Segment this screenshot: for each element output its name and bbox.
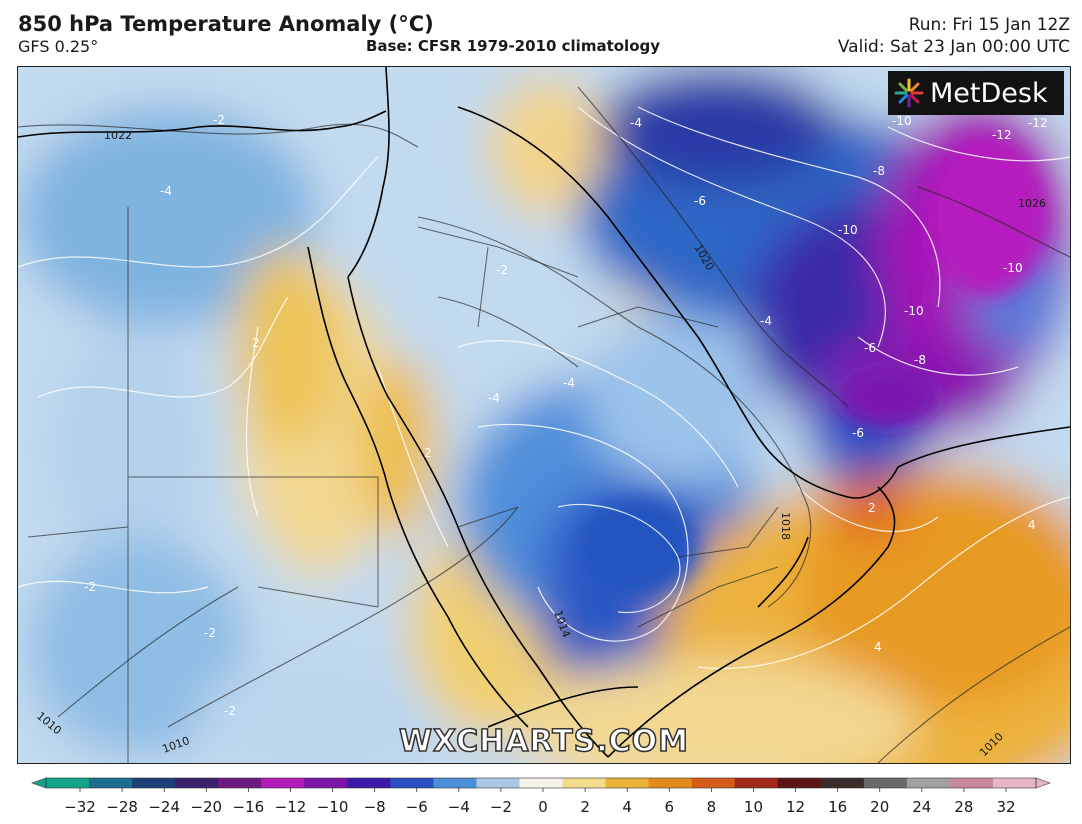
contour-label: -10 (904, 304, 924, 318)
colorbar-tick-label: 8 (707, 798, 717, 816)
colorbar-cell (347, 778, 391, 788)
colorbar-cell (89, 778, 133, 788)
colorbar-cell (390, 778, 434, 788)
contour-label: -6 (852, 426, 864, 440)
contour-label: 2 (868, 501, 876, 515)
contour-label: -12 (1028, 116, 1048, 130)
colorbar-tick-label: −2 (490, 798, 512, 816)
metdesk-logo-icon (894, 78, 924, 108)
metdesk-logo: MetDesk (888, 71, 1064, 115)
colorbar-cell (433, 778, 478, 788)
colorbar-outline (45, 777, 1037, 789)
isobar-label: 1018 (779, 512, 792, 540)
colorbar-cell (218, 778, 262, 788)
metdesk-logo-text: MetDesk (930, 77, 1048, 109)
anomaly-detail (578, 137, 1048, 597)
colorbar-tick-label: 4 (622, 798, 632, 816)
contour-label: -6 (864, 341, 876, 355)
run-time-label: Run: Fri 15 Jan 12Z (908, 15, 1070, 35)
colorbar-tick-label: −20 (190, 798, 222, 816)
contour-label: -10 (1003, 261, 1023, 275)
colorbar-tick-label: −24 (148, 798, 180, 816)
colorbar-cell (992, 778, 1037, 788)
contour-label: 2 (424, 446, 432, 460)
colorbar-cells (31, 777, 1051, 789)
colorbar-tick-label: 28 (954, 798, 973, 816)
colorbar-cell (304, 778, 348, 788)
wxcharts-watermark: WXCHARTS.COM (398, 723, 690, 760)
colorbar-cell (648, 778, 693, 788)
colorbar-tick-label: 32 (996, 798, 1015, 816)
borders (27, 207, 779, 763)
colorbar-cell (777, 778, 822, 788)
colorbar-tick-label: 12 (786, 798, 805, 816)
contour-label: -8 (914, 353, 926, 367)
colorbar-cell (175, 778, 219, 788)
colorbar-tick-label: −12 (275, 798, 307, 816)
colorbar-cell (820, 778, 865, 788)
colorbar-cell (46, 778, 90, 788)
colorbar-tick-label: −32 (64, 798, 96, 816)
contour-label: -2 (224, 704, 236, 718)
colorbar-cell (691, 778, 736, 788)
contour-label: -6 (694, 194, 706, 208)
colorbar-tick-label: 20 (870, 798, 889, 816)
isobars (18, 86, 1070, 763)
contour-label: -4 (488, 391, 500, 405)
contour-label: -4 (760, 314, 772, 328)
colorbar-max-arrow (1035, 777, 1051, 789)
colorbar-min-arrow (31, 777, 47, 789)
contour-label: -4 (630, 116, 642, 130)
colorbar-cell (519, 778, 564, 788)
climatology-base-label: Base: CFSR 1979-2010 climatology (366, 37, 661, 55)
colorbar-tick-label: −28 (106, 798, 138, 816)
contour-label: 2 (252, 336, 260, 350)
colorbar-tick-label: −4 (448, 798, 470, 816)
contour-label: 4 (874, 640, 882, 654)
contour-label: -2 (84, 580, 96, 594)
coastlines (18, 67, 1070, 758)
contour-label: 4 (1028, 518, 1036, 532)
anomaly-map: -2 -4 -2 -4 -4 -6 -8 -10 -12 -12 -10 -10… (17, 66, 1071, 764)
anomaly-contours (18, 106, 1070, 670)
colorbar-cell (132, 778, 176, 788)
colorbar-cell (476, 778, 521, 788)
contour-label: -2 (204, 626, 216, 640)
chart-title: 850 hPa Temperature Anomaly (°C) (18, 12, 434, 36)
valid-time-label: Valid: Sat 23 Jan 00:00 UTC (837, 37, 1070, 57)
colorbar-ticks: −32 −28 −24 −20 −16 −12 −10 −8 −6 −4 −2 0 2 4 6 8 10 12 16… (64, 788, 1016, 816)
colorbar-tick-label: −10 (317, 798, 349, 816)
isobar-label: 1022 (104, 129, 132, 142)
isobar-label: 1026 (1018, 197, 1046, 210)
colorbar-tick-label: −8 (364, 798, 386, 816)
colorbar: −32 −28 −24 −20 −16 −12 −10 −8 −6 −4 −2 0 2 4 6 8 10 12 16… (31, 777, 1051, 816)
colorbar-cell (906, 778, 951, 788)
colorbar-cell (949, 778, 994, 788)
anomaly-labels: -2 -4 -2 -4 -4 -6 -8 -10 -12 -12 -10 -10… (84, 113, 1048, 718)
contour-label: -12 (992, 128, 1012, 142)
map-canvas: -2 -4 -2 -4 -4 -6 -8 -10 -12 -12 -10 -10… (18, 67, 1070, 763)
contour-label: -2 (213, 113, 225, 127)
colorbar-tick-label: 10 (744, 798, 763, 816)
model-label: GFS 0.25° (18, 37, 99, 56)
colorbar-tick-label: 0 (538, 798, 548, 816)
colorbar-tick-label: −16 (233, 798, 265, 816)
colorbar-tick-label: 24 (912, 798, 931, 816)
contour-label: -10 (838, 223, 858, 237)
colorbar-tick-label: 6 (664, 798, 674, 816)
contour-label: -4 (160, 184, 172, 198)
colorbar-cell (605, 778, 650, 788)
colorbar-tick-label: 16 (828, 798, 847, 816)
colorbar-cell (863, 778, 908, 788)
colorbar-cell (562, 778, 607, 788)
contour-label: -10 (892, 114, 912, 128)
colorbar-cell (261, 778, 305, 788)
colorbar-tick-label: −6 (406, 798, 428, 816)
contour-label: -8 (873, 164, 885, 178)
contour-label: -2 (496, 263, 508, 277)
colorbar-cell (734, 778, 779, 788)
colorbar-tick-label: 2 (580, 798, 590, 816)
contour-label: -4 (563, 376, 575, 390)
